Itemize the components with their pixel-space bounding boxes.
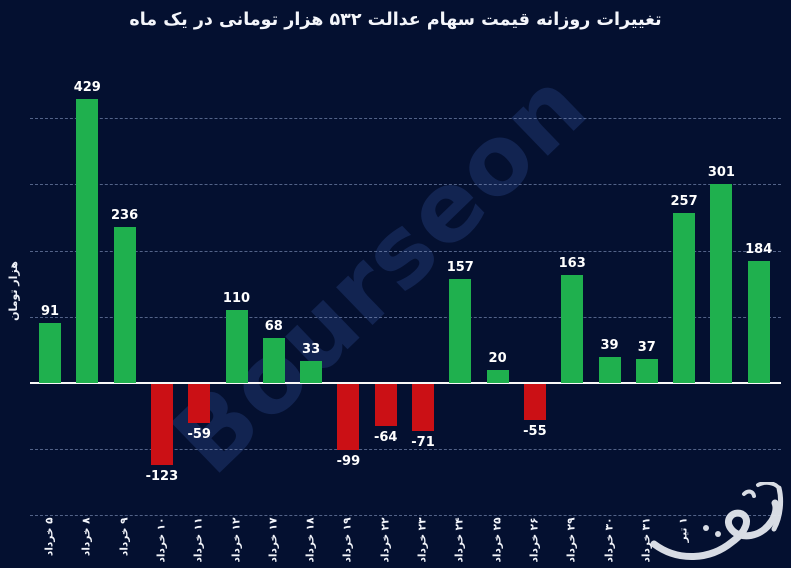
- bar-value-label: 68: [264, 319, 283, 334]
- bar: [710, 183, 733, 383]
- gridline-400: [30, 118, 781, 120]
- bar: [486, 369, 509, 383]
- x-tick-label: ۲۵ خرداد: [491, 517, 504, 563]
- x-tick-label: ۵ خرداد: [43, 517, 56, 557]
- x-tick-label: ۱۹ خرداد: [341, 517, 354, 563]
- x-tick-label: ۳۰ خرداد: [603, 517, 615, 563]
- x-tick-label: ۱۱ خرداد: [192, 517, 205, 563]
- bar-value-label: -71: [411, 435, 435, 450]
- bar: [523, 384, 546, 421]
- bar-value-label: 301: [707, 164, 735, 180]
- bar: [76, 99, 99, 383]
- bar-value-label: 39: [600, 338, 619, 354]
- chart-title: تغییرات روزانه قیمت سهام عدالت ۵۳۲ هزار …: [129, 10, 662, 30]
- bar: [113, 226, 136, 383]
- x-tick-label: ۲۴ خرداد: [453, 517, 466, 563]
- bar-value-label: -123: [145, 469, 179, 485]
- bar: [598, 357, 621, 383]
- gridline--100: [30, 449, 781, 451]
- bar: [225, 310, 248, 383]
- bar: [150, 384, 173, 466]
- gridline--200: [30, 515, 781, 517]
- signature-logo-icon: [650, 482, 784, 560]
- bar: [449, 279, 472, 383]
- bar: [412, 384, 434, 431]
- x-tick-label: ۱۷ خرداد: [267, 517, 280, 563]
- bar: [262, 338, 285, 383]
- x-tick-label: ۲۶ خرداد: [528, 517, 541, 563]
- bar-value-label: -64: [373, 430, 398, 446]
- bar-value-label: 91: [40, 303, 60, 319]
- bar-value-label: -55: [523, 424, 547, 440]
- x-tick-label: ۱۲ خرداد: [230, 517, 242, 563]
- x-tick-label: ۱۰ خرداد: [155, 517, 168, 563]
- bar-value-label: 257: [670, 193, 698, 209]
- zero-axis-line: [30, 382, 781, 384]
- bar-value-label: -59: [187, 427, 211, 443]
- gridline-100: [30, 316, 781, 318]
- bar-value-label: 184: [745, 242, 773, 258]
- bar-value-label: 157: [446, 260, 474, 276]
- x-tick-label: ۲۹ خرداد: [565, 517, 578, 563]
- gridline-300: [30, 184, 781, 186]
- bar: [635, 358, 658, 383]
- bar: [561, 275, 584, 383]
- gridline-200: [30, 250, 781, 252]
- bar: [747, 261, 770, 383]
- bar-value-label: 33: [302, 342, 321, 358]
- bar: [374, 384, 397, 427]
- bar: [337, 384, 360, 450]
- x-tick-label: ۲۳ خرداد: [416, 517, 429, 563]
- bar-value-label: 429: [73, 80, 101, 95]
- y-axis-label: هزار تومان: [7, 261, 20, 321]
- bar-value-label: -99: [336, 453, 361, 469]
- x-tick-label: ۹ خرداد: [118, 517, 131, 557]
- bar-value-label: 20: [488, 350, 507, 366]
- x-tick-label: ۸ خرداد: [80, 517, 93, 557]
- bar-value-label: 163: [558, 256, 586, 272]
- bar-value-label: 37: [637, 339, 656, 355]
- x-tick-label: ۱۸ خرداد: [304, 517, 317, 563]
- x-tick-label: ۲۲ خرداد: [379, 517, 392, 563]
- bar: [300, 361, 323, 383]
- bar-value-label: 236: [111, 207, 139, 223]
- bar: [188, 384, 211, 424]
- bar: [39, 322, 61, 383]
- bar-value-label: 110: [222, 291, 251, 307]
- bar: [673, 212, 696, 383]
